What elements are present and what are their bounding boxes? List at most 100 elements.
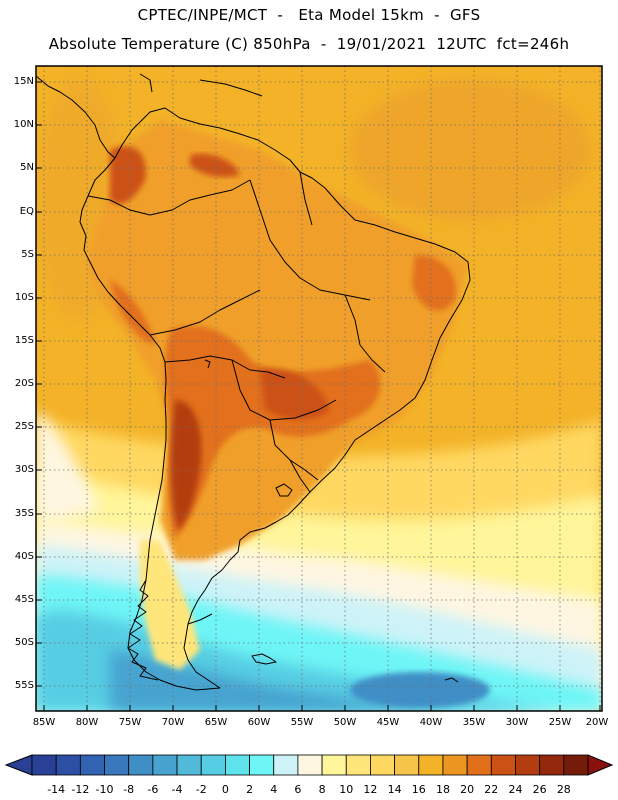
colorbar-tick-label: 22: [484, 783, 499, 796]
lat-label-15n: 15N: [13, 76, 34, 87]
lat-label-5n: 5N: [20, 162, 34, 173]
coast-south-georgia: [444, 677, 459, 683]
colorbar-swatch: [515, 754, 541, 776]
lat-label-40s: 40S: [14, 551, 34, 562]
colorbar-tick-label: 4: [270, 783, 278, 796]
lon-label-65w: 65W: [204, 717, 228, 728]
lat-label-10s: 10S: [14, 292, 34, 303]
lat-label-25s: 25S: [14, 421, 34, 432]
colorbar: [4, 754, 614, 776]
colorbar-tick-label: 14: [387, 783, 402, 796]
colorbar-tick-label: -8: [123, 783, 135, 796]
colorbar-swatch: [273, 754, 299, 776]
colorbar-swatch: [224, 754, 250, 776]
lat-label-45s: 45S: [14, 594, 34, 605]
cool-andes-south: [140, 540, 200, 670]
lon-label-70w: 70W: [161, 717, 185, 728]
coast-falklands: [251, 653, 277, 665]
field-patch-ne: [350, 80, 590, 220]
very-hot-chaco: [170, 400, 202, 530]
axis-ticks: [36, 81, 601, 711]
colorbar-swatch: [345, 754, 371, 776]
very-hot-pantanal: [260, 369, 330, 420]
colorbar-tick-label: 8: [318, 783, 326, 796]
lat-label-5s: 5S: [21, 249, 34, 260]
colorbar-swatch: [152, 754, 178, 776]
colorbar-swatch: [466, 754, 492, 776]
colorbar-swatch: [200, 754, 226, 776]
coast-south-america-east: [114, 107, 471, 689]
lon-label-50w: 50W: [333, 717, 357, 728]
colorbar-tick-label: 10: [339, 783, 354, 796]
border-brazil-states: [344, 294, 386, 373]
chart-title-line1: CPTEC/INPE/MCT - Eta Model 15km - GFS: [137, 6, 481, 24]
colorbar-tick-label: -14: [47, 783, 66, 796]
colorbar-tick-label: -2: [195, 783, 207, 796]
lat-label-30s: 30S: [14, 464, 34, 475]
map-frame: [35, 65, 603, 712]
lat-label-15s: 15S: [14, 335, 34, 346]
lon-label-85w: 85W: [32, 717, 56, 728]
lon-label-20w: 20W: [585, 717, 609, 728]
lon-label-55w: 55W: [290, 717, 314, 728]
colorbar-swatch: [128, 754, 154, 776]
chart-title-line2: Absolute Temperature (C) 850hPa - 19/01/…: [48, 35, 570, 53]
lon-label-30w: 30W: [505, 717, 529, 728]
lake-titicaca: [204, 359, 211, 369]
band-8-pacific: [36, 410, 100, 520]
colorbar-swatch: [176, 754, 202, 776]
colorbar-swatch: [563, 754, 589, 776]
lon-label-35w: 35W: [462, 717, 486, 728]
colorbar-arrow-low: [4, 754, 33, 776]
colorbar-arrow-high: [587, 754, 614, 776]
colorbar-tick-label: 16: [411, 783, 426, 796]
colorbar-swatch: [249, 754, 275, 776]
temperature-field: [36, 66, 602, 711]
coast-caribbean-islands: [199, 79, 263, 97]
colorbar-tick-label: -12: [71, 783, 90, 796]
colorbar-tick-label: 6: [294, 783, 302, 796]
hot-northeast: [412, 255, 456, 311]
colorbar-swatch: [297, 754, 323, 776]
lat-label-10n: 10N: [13, 119, 34, 130]
colorbar-tick-label: 20: [460, 783, 475, 796]
lon-label-75w: 75W: [118, 717, 142, 728]
colorbar-swatch: [321, 754, 347, 776]
coast-chile-fjords: [127, 579, 159, 681]
colorbar-tick-label: -4: [171, 783, 183, 796]
coast-yucatan: [139, 73, 153, 93]
colorbar-tick-label: 28: [556, 783, 571, 796]
lake-patos: [275, 483, 293, 497]
lon-label-45w: 45W: [376, 717, 400, 728]
coastlines: [36, 73, 471, 691]
colorbar-swatch: [55, 754, 81, 776]
border-guianas: [299, 171, 313, 226]
colorbar-tick-label: 2: [246, 783, 254, 796]
hot-north-andes: [110, 146, 146, 204]
lon-label-80w: 80W: [75, 717, 99, 728]
band-0: [110, 650, 460, 711]
lat-label-20s: 20S: [14, 378, 34, 389]
colorbar-tick-label: -10: [95, 783, 114, 796]
colorbar-tick-label: 12: [363, 783, 378, 796]
hot-venezuela: [190, 153, 240, 177]
lon-label-60w: 60W: [247, 717, 271, 728]
colorbar-swatch: [490, 754, 516, 776]
lat-label-35s: 35S: [14, 508, 34, 519]
lon-label-25w: 25W: [548, 717, 572, 728]
border-patagonia: [187, 613, 213, 625]
band-minus2: [350, 672, 490, 708]
colorbar-tick-label: -6: [147, 783, 159, 796]
colorbar-swatch: [79, 754, 105, 776]
lat-label-eq: EQ: [19, 206, 34, 217]
border-uruguay: [289, 459, 311, 493]
colorbar-tick-label: 26: [532, 783, 547, 796]
colorbar-tick-label: 0: [221, 783, 229, 796]
lon-label-40w: 40W: [419, 717, 443, 728]
colorbar-swatch: [394, 754, 420, 776]
hot-region-central: [165, 326, 381, 540]
colorbar-swatch: [539, 754, 565, 776]
colorbar-swatch: [31, 754, 57, 776]
lat-label-55s: 55S: [14, 680, 34, 691]
